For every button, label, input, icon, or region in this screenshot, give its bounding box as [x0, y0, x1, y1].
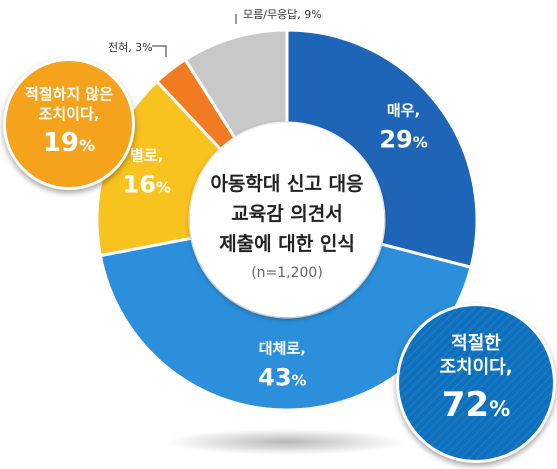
slice-label-unknown: 모름/무응답, 9%: [243, 8, 322, 21]
summary-appropriate-line-1: 적절한: [451, 333, 501, 354]
summary-bubble-inappropriate: 적절하지 않은 조치이다, 19%: [3, 58, 135, 190]
slice-value-mostly: 43%: [258, 363, 306, 391]
summary-appropriate-value: 72%: [441, 385, 511, 425]
slice-label-very: 매우,: [387, 102, 420, 120]
center-title-line-1: 아동학대 신고 대응: [210, 173, 363, 195]
floor-shadow: [166, 429, 406, 455]
summary-inappropriate-line-1: 적절하지 않은: [24, 85, 114, 103]
center-hole: [190, 123, 384, 317]
center-title-line-3: 제출에 대한 인식: [219, 233, 355, 255]
center-subtitle: (n=1,200): [251, 265, 323, 281]
slice-label-none: 전혀, 3%: [108, 41, 153, 54]
center-title-line-2: 교육감 의견서: [231, 203, 343, 225]
leader-line-none: [152, 45, 167, 57]
summary-appropriate-line-2: 조치이다,: [439, 357, 513, 378]
slice-label-rarely: 별로,: [130, 146, 163, 164]
slice-label-mostly: 대체로,: [259, 339, 306, 357]
summary-inappropriate-line-2: 조치이다,: [38, 105, 100, 123]
summary-bubble-appropriate: 적절한 조치이다, 72%: [396, 303, 556, 463]
stripe-texture: [399, 306, 553, 460]
summary-inappropriate-value: 19%: [42, 128, 96, 158]
